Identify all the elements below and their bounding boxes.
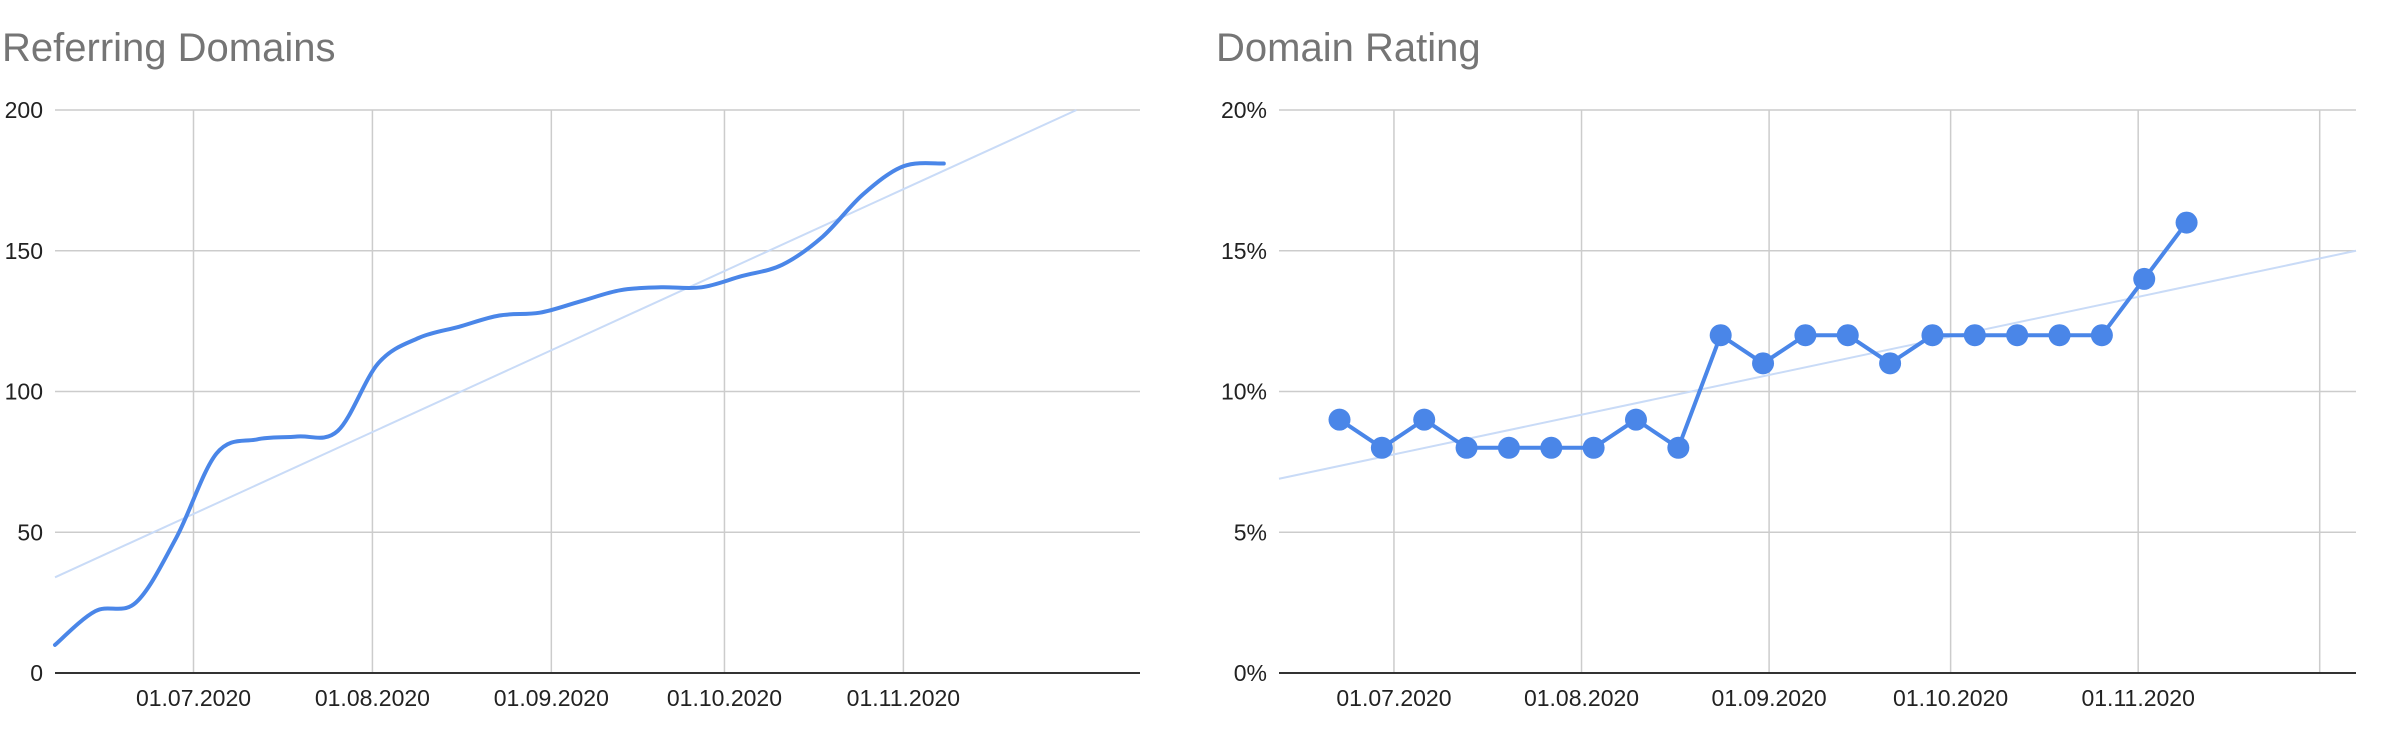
chart-title: Domain Rating [1216, 26, 1481, 70]
data-point [1794, 324, 1817, 347]
y-tick-label: 5% [1234, 519, 1267, 545]
data-point [2006, 324, 2029, 347]
trendline [1278, 249, 2357, 480]
y-tick-label: 150 [5, 238, 43, 264]
trendline [54, 109, 1077, 579]
x-tick-label: 01.07.2020 [1336, 685, 1451, 711]
y-tick-label: 15% [1221, 238, 1267, 264]
data-point [2133, 267, 2156, 290]
data-point [1963, 324, 1986, 347]
x-tick-label: 01.07.2020 [136, 685, 251, 711]
data-point [1540, 436, 1563, 459]
x-tick-label: 01.10.2020 [1893, 685, 2008, 711]
y-tick-label: 50 [17, 519, 43, 545]
y-tick-label: 100 [5, 379, 43, 405]
data-point [1752, 352, 1775, 375]
referring-domains-chart: Referring Domains 0 50 100 150 200 01.07.2020… [0, 0, 1193, 744]
chart-title: Referring Domains [2, 26, 336, 70]
data-point [1836, 324, 1859, 347]
x-tick-label: 01.08.2020 [315, 685, 430, 711]
x-tick-label: 01.09.2020 [1712, 685, 1827, 711]
data-point [2175, 211, 2198, 234]
x-tick-label: 01.09.2020 [494, 685, 609, 711]
domain-rating-chart: Domain Rating 0% 5% 10% 15% 20% 01.07.2020 01.… [1193, 0, 2387, 744]
data-point [1497, 436, 1520, 459]
data-point [1413, 408, 1436, 431]
data-point [2048, 324, 2071, 347]
y-tick-label: 10% [1221, 379, 1267, 405]
data-point [1370, 436, 1393, 459]
data-point [1582, 436, 1605, 459]
series-line [53, 161, 946, 647]
data-point [1328, 408, 1351, 431]
y-tick-label: 200 [5, 97, 43, 123]
y-tick-label: 0 [30, 660, 43, 686]
data-point [1709, 324, 1732, 347]
y-tick-label: 0% [1234, 660, 1267, 686]
x-tick-label: 01.10.2020 [667, 685, 782, 711]
data-point [2090, 324, 2113, 347]
x-tick-label: 01.11.2020 [2081, 685, 2194, 711]
x-tick-label: 01.08.2020 [1524, 685, 1639, 711]
data-point [1455, 436, 1478, 459]
x-tick-label: 01.11.2020 [847, 685, 960, 711]
data-point [1667, 436, 1690, 459]
y-tick-label: 20% [1221, 97, 1267, 123]
data-point [1879, 352, 1902, 375]
data-point [1624, 408, 1647, 431]
domain-rating-plot: 0% 5% 10% 15% 20% 01.07.2020 01.08.2020 01.09.2… [1221, 97, 2357, 711]
data-point [1921, 324, 1944, 347]
referring-domains-plot: 0 50 100 150 200 01.07.2020 01.08.2020 01.09.20… [5, 97, 1140, 711]
